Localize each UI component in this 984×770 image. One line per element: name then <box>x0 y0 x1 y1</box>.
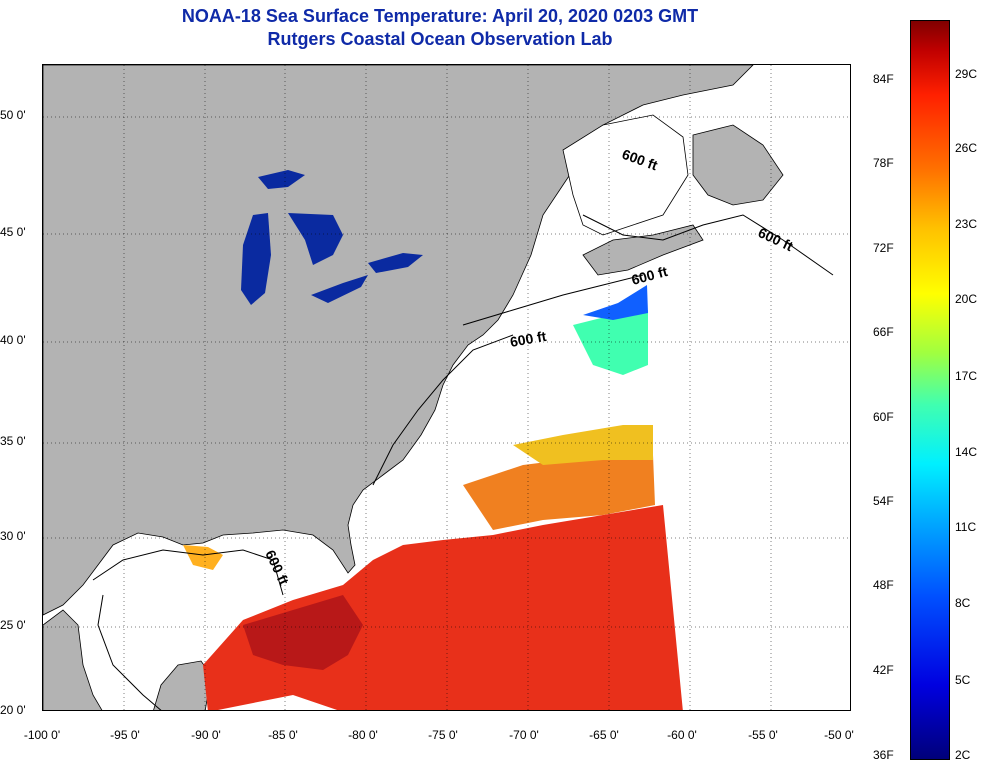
colorbar-celsius-label: 8C <box>955 596 971 610</box>
isobath-contour <box>462 274 644 326</box>
lake-superior <box>258 170 305 189</box>
longitude-label: -95 0' <box>110 728 140 742</box>
longitude-label: -55 0' <box>748 728 778 742</box>
yucatan-land <box>153 660 212 710</box>
sst-cold-shelf <box>573 310 648 375</box>
sst-map: 600 ft 600 ft 600 ft 600 ft 600 ft <box>42 64 851 711</box>
lake-ontario <box>368 253 423 273</box>
latitude-label: 20 0' <box>0 703 26 717</box>
longitude-label: -85 0' <box>268 728 298 742</box>
colorbar-celsius-label: 2C <box>955 748 971 762</box>
colorbar-fahrenheit-label: 84F <box>873 72 894 86</box>
longitude-label: -80 0' <box>348 728 378 742</box>
mexico-land <box>43 609 103 710</box>
isobath-contour <box>92 549 284 596</box>
sst-mid-region <box>463 455 655 530</box>
sst-very-warm-region <box>243 595 363 670</box>
lake-erie <box>311 275 368 303</box>
colorbar-celsius-label: 20C <box>955 292 978 306</box>
sst-gulf-patches <box>183 545 223 570</box>
longitude-label: -65 0' <box>589 728 619 742</box>
colorbar-fahrenheit-label: 54F <box>873 494 894 508</box>
newfoundland-land <box>692 124 784 206</box>
colorbar-fahrenheit-label: 36F <box>873 748 894 762</box>
latitude-label: 30 0' <box>0 529 26 543</box>
colorbar-celsius-label: 23C <box>955 217 978 231</box>
graticule <box>43 65 850 710</box>
latitude-label: 50 0' <box>0 108 26 122</box>
nova-scotia-land <box>582 224 704 276</box>
temperature-colorbar <box>910 20 950 760</box>
latitude-label: 40 0' <box>0 333 26 347</box>
isobath-contour <box>372 334 514 486</box>
colorbar-fahrenheit-label: 66F <box>873 325 894 339</box>
sst-coldest-shelf <box>583 285 648 320</box>
map-subtitle: Rutgers Coastal Ocean Observation Lab <box>267 29 613 49</box>
map-title: NOAA-18 Sea Surface Temperature: April 2… <box>181 6 699 26</box>
colorbar-fahrenheit-label: 72F <box>873 241 894 255</box>
longitude-label: -60 0' <box>667 728 697 742</box>
colorbar-celsius-label: 5C <box>955 673 971 687</box>
colorbar-celsius-label: 14C <box>955 445 978 459</box>
longitude-label: -50 0' <box>824 728 854 742</box>
latitude-label: 25 0' <box>0 618 26 632</box>
colorbar-celsius-label: 17C <box>955 369 978 383</box>
colorbar-celsius-label: 29C <box>955 67 978 81</box>
colorbar-celsius-label: 26C <box>955 141 978 155</box>
colorbar-celsius-label: 11C <box>955 520 977 534</box>
isobath-contour <box>97 594 162 710</box>
longitude-label: -100 0' <box>23 728 61 742</box>
longitude-label: -75 0' <box>428 728 458 742</box>
colorbar-fahrenheit-label: 60F <box>873 410 894 424</box>
latitude-label: 45 0' <box>0 225 26 239</box>
sst-map-canvas: 600 ft 600 ft 600 ft 600 ft 600 ft <box>43 65 850 710</box>
colorbar-fahrenheit-label: 78F <box>873 156 894 170</box>
contour-label: 600 ft <box>509 328 548 350</box>
latitude-label: 35 0' <box>0 434 26 448</box>
isobath-contour <box>582 214 834 276</box>
lake-michigan <box>241 213 271 305</box>
sst-cool-region <box>513 425 653 465</box>
st-lawrence-water <box>562 114 689 236</box>
colorbar-fahrenheit-label: 42F <box>873 663 894 677</box>
colorbar-fahrenheit-label: 48F <box>873 578 894 592</box>
lake-huron <box>288 213 343 265</box>
longitude-label: -70 0' <box>509 728 539 742</box>
longitude-label: -90 0' <box>191 728 221 742</box>
